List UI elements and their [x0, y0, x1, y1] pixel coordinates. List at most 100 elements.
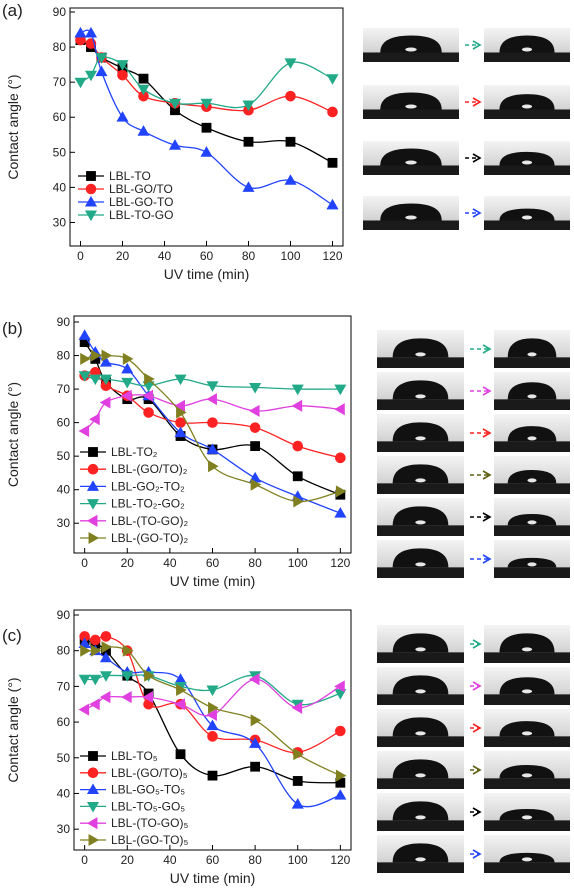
substrate [377, 357, 464, 368]
substrate [484, 736, 570, 747]
legend-label: LBL-TO₂-GO₂ [111, 497, 185, 511]
legend-label: LBL-GO/TO [109, 182, 173, 196]
legend-marker [88, 447, 98, 457]
marker [293, 495, 304, 508]
marker [99, 374, 112, 386]
marker [285, 136, 296, 147]
substrate [494, 525, 570, 536]
marker [84, 70, 98, 82]
droplet [392, 717, 449, 737]
droplet-glint [415, 731, 426, 736]
marker [101, 349, 113, 362]
droplet [499, 208, 555, 221]
droplet [507, 338, 557, 358]
marker [242, 181, 255, 192]
y-tick-label: 40 [57, 483, 71, 497]
arrow-head [482, 554, 492, 564]
substrate [484, 820, 570, 831]
x-tick-label: 20 [121, 556, 135, 570]
marker [326, 74, 339, 85]
arrow-head [482, 512, 492, 522]
marker [90, 634, 101, 646]
droplet-glint [521, 689, 533, 694]
x-tick-label: 40 [163, 556, 177, 570]
marker [334, 507, 347, 518]
substrate [494, 357, 570, 368]
arrow-head [472, 97, 482, 107]
series-line [84, 335, 341, 514]
marker [116, 111, 129, 122]
droplet [392, 464, 449, 484]
droplet [380, 35, 442, 53]
x-tick-label: 100 [288, 556, 308, 570]
marker [242, 100, 255, 112]
y-tick-label: 70 [53, 75, 67, 89]
y-tick-label: 40 [57, 786, 71, 800]
marker [335, 452, 346, 464]
droplet [380, 148, 442, 166]
marker [90, 349, 102, 362]
droplet-glint [415, 773, 426, 778]
x-tick-label: 100 [280, 249, 300, 263]
legend-label: LBL-(GO/TO)₂ [111, 462, 188, 476]
legend-marker [88, 751, 98, 761]
marker [99, 671, 112, 682]
marker [291, 399, 303, 412]
droplet-glint [521, 160, 533, 165]
droplet [392, 759, 449, 779]
x-tick-label: 80 [248, 556, 262, 570]
droplet-glint [405, 47, 417, 52]
y-tick-label: 40 [53, 180, 67, 194]
marker [250, 478, 262, 491]
marker [293, 748, 304, 761]
panel: 30 40 50 60 70 80 90 0 20 40 60 80 100 120 UV time (mi… [2, 608, 570, 886]
x-axis-title: UV time (min) [164, 266, 250, 282]
arrow-head [472, 40, 482, 50]
marker [95, 53, 108, 64]
marker [168, 139, 182, 150]
marker [327, 106, 338, 118]
marker [78, 371, 91, 382]
droplet-glint [415, 562, 426, 567]
legend-marker [86, 783, 100, 795]
substrate [377, 441, 464, 452]
marker [116, 60, 129, 71]
marker [121, 691, 132, 704]
marker [142, 691, 154, 704]
droplet [392, 801, 449, 821]
marker [200, 98, 213, 110]
legend-marker [87, 767, 99, 779]
x-tick-label: 60 [200, 249, 214, 263]
substrate [377, 652, 464, 663]
y-axis-title: Contact angle (°) [5, 677, 21, 782]
droplet [499, 765, 555, 779]
legend-marker [85, 183, 97, 195]
droplet-glint [415, 478, 426, 483]
panel-label: (c) [2, 626, 22, 645]
substrate [484, 52, 570, 62]
y-axis-title: Contact angle (°) [5, 382, 21, 487]
legend-label: LBL-GO-TO [109, 195, 173, 209]
droplet [392, 338, 449, 358]
y-tick-label: 50 [53, 145, 67, 159]
droplet [392, 843, 449, 863]
panel: 30 40 50 60 70 80 90 0 20 40 60 80 100 120 UV time (mi… [2, 1, 570, 282]
panel-label: (a) [2, 1, 23, 20]
droplet [507, 470, 557, 484]
y-tick-label: 70 [57, 679, 71, 693]
arrow-head [482, 428, 492, 438]
marker [292, 776, 303, 786]
legend-label: LBL-TO₅ [111, 749, 158, 763]
substrate [377, 820, 464, 831]
marker [250, 761, 261, 772]
marker [334, 789, 347, 800]
arrow-head [472, 807, 482, 817]
droplet-glint [521, 731, 533, 736]
droplet-glint [521, 857, 533, 862]
legend-label: LBL-(GO-TO)₅ [111, 833, 188, 847]
series-line [80, 56, 333, 109]
marker [250, 441, 261, 451]
legend-label: LBL-TO-GO [109, 208, 173, 222]
legend-marker [86, 480, 100, 491]
